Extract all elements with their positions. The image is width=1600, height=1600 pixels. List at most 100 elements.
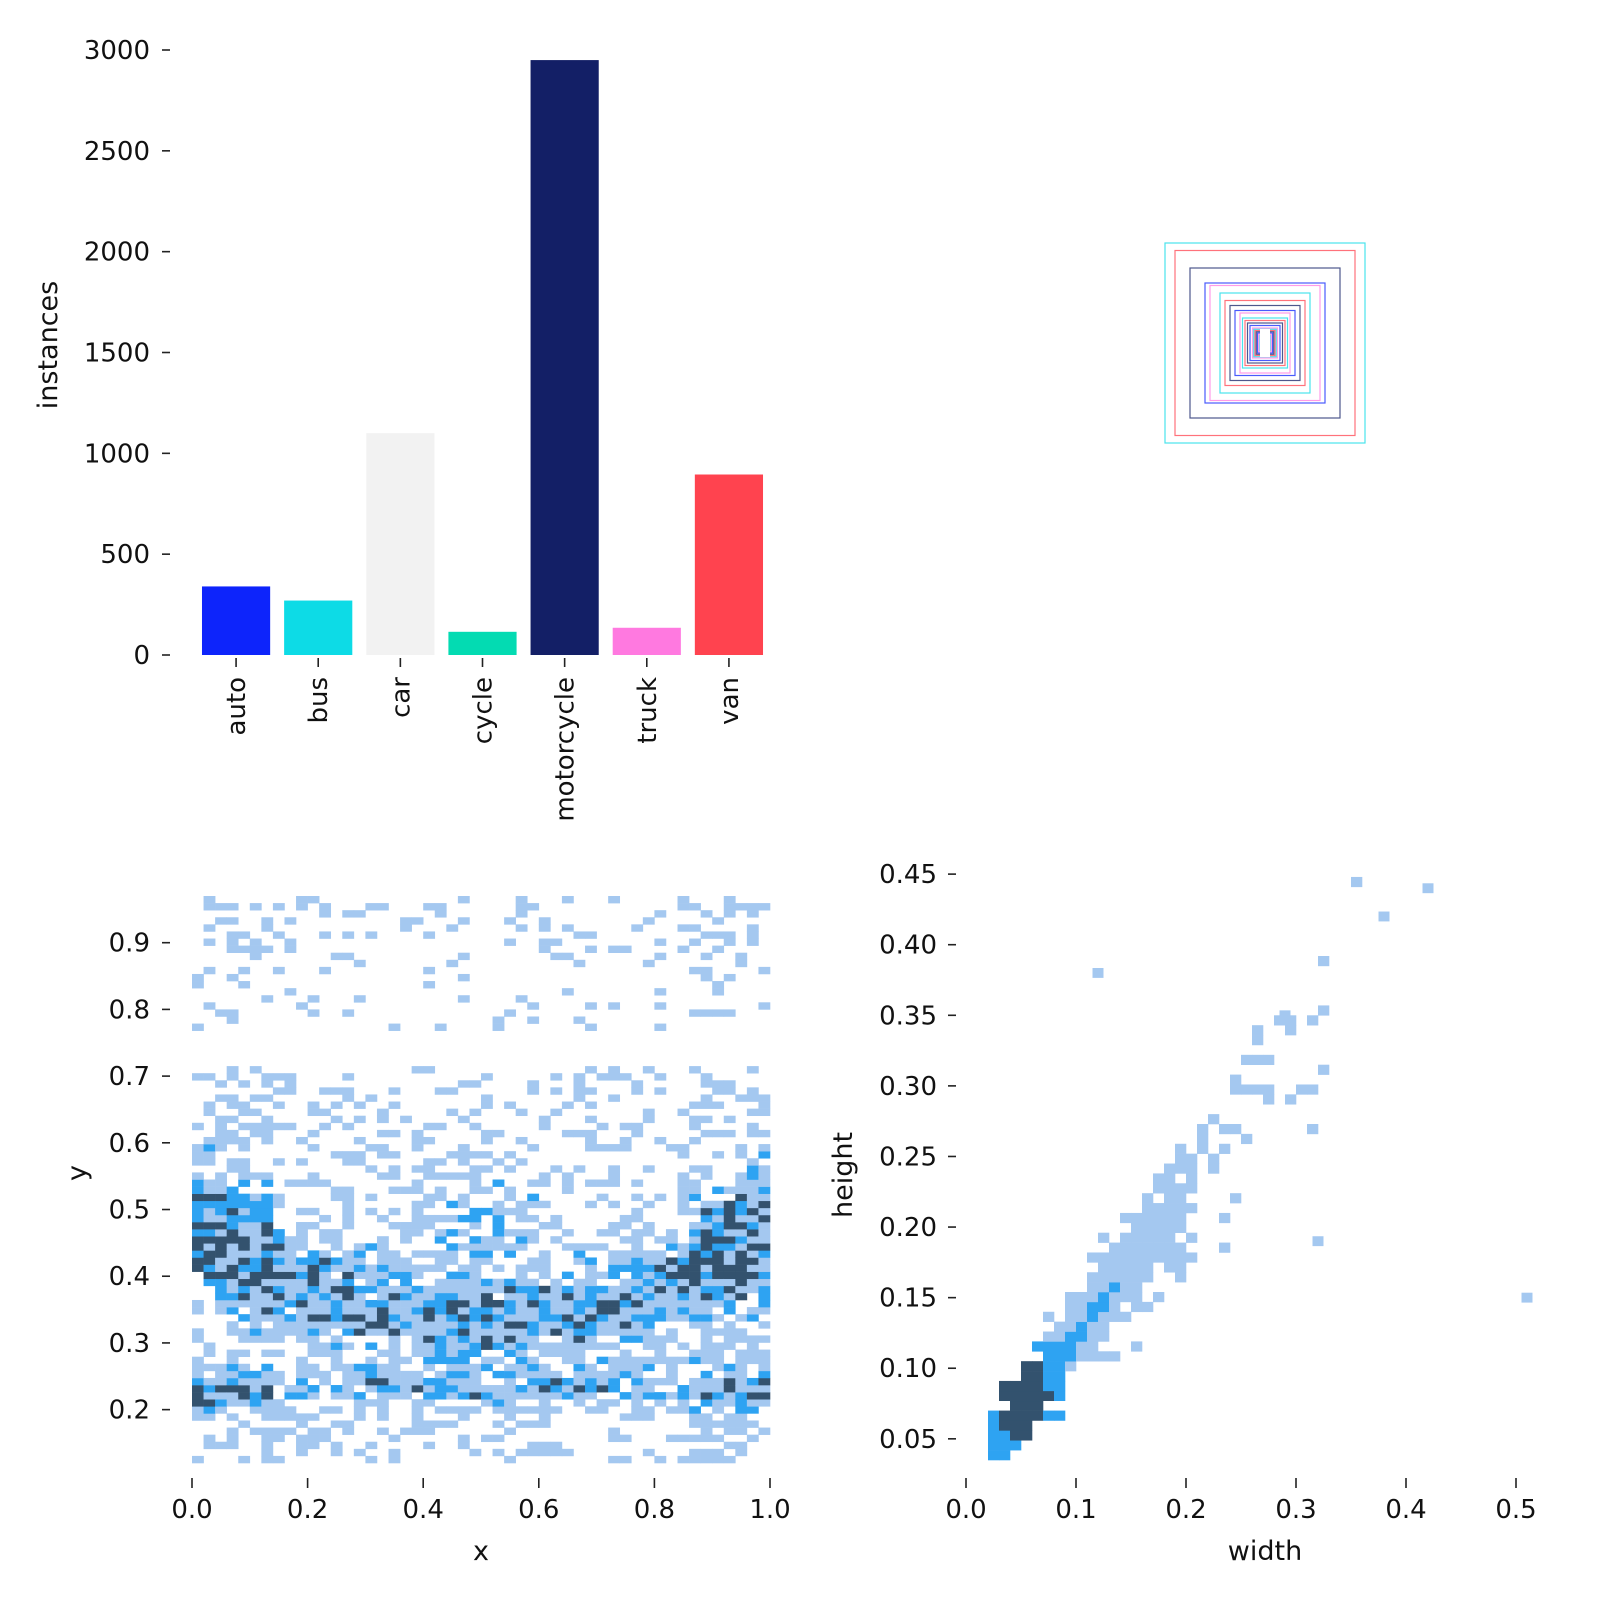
xy-heatmap-cell [735,1236,748,1244]
xy-heatmap-cell [261,1250,274,1258]
xy-heatmap-cell [457,1314,470,1322]
xy-heatmap-cell [284,1080,297,1088]
xy-heatmap-cell [619,1292,632,1301]
xy-heatmap-cell [376,1413,389,1421]
wh-y-axis-label: height [828,1132,859,1218]
xy-heatmap-cell [446,1377,459,1386]
wh-heatmap-cell [1164,1222,1176,1234]
xy-heatmap-cell [365,1399,378,1407]
xy-heatmap-cell [712,1455,725,1464]
xy-heatmap-cell [330,1406,343,1414]
xy-heatmap-cell [527,1392,540,1400]
wh-heatmap-cell [1131,1292,1143,1303]
xy-heatmap-cell [457,1158,470,1166]
xy-heatmap-cell [261,1222,274,1230]
xy-heatmap-cell [492,1299,505,1308]
xy-heatmap-cell [342,931,355,939]
xy-heatmap-cell [689,1179,701,1187]
xy-heatmap-cell [746,1207,759,1216]
xy-heatmap-cell [307,1314,320,1322]
xy-heatmap-cell [249,1257,262,1265]
xy-heatmap-cell [735,1278,748,1287]
xy-heatmap-cell [481,1363,493,1372]
xy-heatmap-cell [238,1349,251,1357]
xy-heatmap-cell [654,1193,667,1202]
xy-heatmap-cell [353,1101,366,1109]
xy-heatmap-cell [330,1349,343,1357]
wh-heatmap-cell [1098,1262,1110,1273]
xy-heatmap-cell [538,1420,551,1428]
xy-heatmap-cell [319,1370,332,1379]
wh-heatmap-cell [1043,1311,1055,1322]
xy-heatmap-cell [481,1321,493,1329]
xy-heatmap-cell [735,1200,748,1209]
wh-y-tick-label: 0.10 [879,1354,937,1384]
xy-heatmap-cell [642,1314,655,1322]
wh-heatmap-cell [1230,1084,1242,1095]
wh-heatmap-cell [988,1430,1000,1441]
xy-heatmap-cell [446,1292,459,1301]
xy-heatmap-cell [504,1250,516,1258]
xy-heatmap-cell [238,1285,251,1294]
xy-heatmap-cell [746,1342,759,1350]
xy-heatmap-cell [353,1151,366,1159]
xy-heatmap-cell [272,1250,285,1258]
xy-heatmap-cell [249,1243,262,1251]
xy-heatmap-cell [481,1129,493,1138]
xy-heatmap-cell [758,1236,771,1244]
xy-heatmap-cell [238,1165,251,1173]
xy-heatmap-cell [700,1165,713,1173]
xy-heatmap-cell [330,1335,343,1343]
xy-heatmap-cell [619,945,632,953]
xy-heatmap-cell [215,1172,227,1180]
xy-heatmap-cell [469,1271,482,1280]
xy-heatmap-cell [619,1392,632,1400]
xy-heatmap-cell [272,1314,285,1322]
xy-heatmap-cell [596,1299,609,1308]
xy-heatmap-cell [677,1299,690,1308]
xy-heatmap-cell [712,1243,725,1251]
xy-heatmap-cell [296,1002,308,1010]
xy-heatmap-cell [700,1335,713,1343]
xy-heatmap-cell [735,1250,748,1258]
xy-heatmap-cell [527,1236,540,1244]
xy-heatmap-cell [353,1370,366,1379]
label-box [1251,327,1279,359]
xy-heatmap-cell [735,1406,748,1414]
xy-heatmap-cell [746,1122,759,1131]
xy-heatmap-cell [192,1186,204,1194]
xy-heatmap-cell [654,1377,667,1386]
wh-heatmap-cell [1142,1242,1154,1253]
wh-heatmap-cell [1142,1222,1154,1234]
xy-heatmap-cell [677,924,690,932]
xy-heatmap-cell [573,1385,586,1393]
xy-heatmap-cell [215,1122,227,1131]
wh-heatmap-cell [1142,1212,1154,1224]
xy-heatmap-cell [608,1271,621,1280]
xy-heatmap-cell [527,1144,540,1152]
xy-heatmap-cell [296,1136,308,1145]
xy-heatmap-cell [203,1243,216,1251]
xy-heatmap-cell [376,1278,389,1287]
xy-heatmap-cell [272,1278,285,1287]
xy-heatmap-cell [330,1342,343,1350]
wh-heatmap-cell [1208,1114,1220,1125]
xy-heatmap-cell [677,903,690,911]
xy-heatmap-cell [330,1087,343,1095]
wh-heatmap-cell [1142,1252,1154,1263]
xy-heatmap-cell [504,1385,516,1393]
xy-heatmap-cell [446,1108,459,1117]
wh-heatmap-cell [1219,1242,1231,1253]
xy-heatmap-cell [677,1243,690,1251]
xy-heatmap-cell [758,1101,771,1109]
wh-heatmap-cell [1208,1153,1220,1164]
xy-heatmap-cell [457,1392,470,1400]
xy-heatmap-cell [423,1328,436,1336]
xy-heatmap-cell [423,1122,436,1131]
xy-heatmap-cell [238,1314,251,1322]
xy-heatmap-cell [492,1448,505,1457]
xy-heatmap-cell [619,1264,632,1272]
xy-heatmap-cell [411,1349,424,1357]
xy-heatmap-cell [746,1257,759,1265]
xy-heatmap-cell [492,1342,505,1350]
